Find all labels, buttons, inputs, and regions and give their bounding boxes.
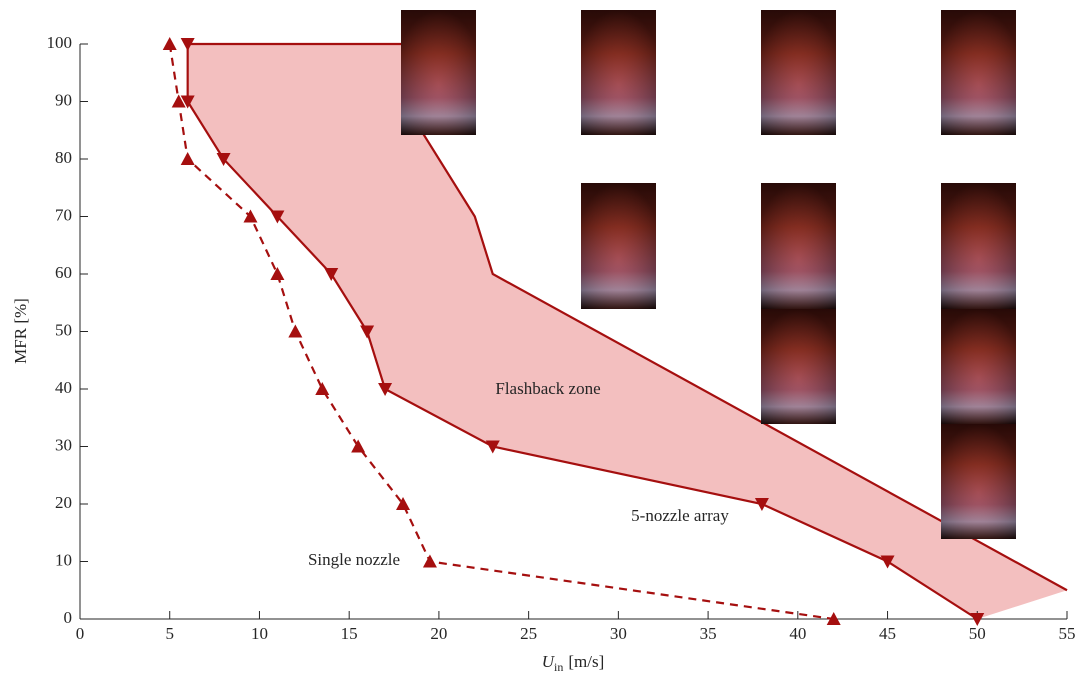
x-tick-label: 15 xyxy=(341,624,358,643)
x-tick-label: 20 xyxy=(430,624,447,643)
y-tick-label: 50 xyxy=(55,320,72,339)
flame-photo-shade xyxy=(401,10,476,135)
x-tick-label: 25 xyxy=(520,624,537,643)
marker xyxy=(324,268,339,281)
x-label-symbol: U xyxy=(542,652,556,671)
y-tick-label: 40 xyxy=(55,378,72,397)
x-tick-label: 0 xyxy=(76,624,85,643)
y-tick-label: 10 xyxy=(55,550,72,569)
y-tick-label: 80 xyxy=(55,148,72,167)
flame-photo-shade xyxy=(581,10,656,135)
flame-photo-shade xyxy=(941,424,1016,539)
flame-photos xyxy=(401,10,1016,539)
marker xyxy=(360,325,375,339)
marker xyxy=(351,439,366,453)
series-line xyxy=(187,42,1068,592)
y-tick-label: 90 xyxy=(55,90,72,109)
marker xyxy=(270,210,285,224)
flame-photo-shade xyxy=(941,309,1016,424)
marker xyxy=(422,554,437,568)
x-label-subscript: in xyxy=(554,660,563,674)
marker xyxy=(485,440,500,454)
flame-photo-shade xyxy=(761,183,836,309)
y-tick-label: 20 xyxy=(55,493,72,512)
marker xyxy=(315,382,330,395)
x-tick-label: 55 xyxy=(1059,624,1076,643)
marker xyxy=(270,267,285,280)
marker xyxy=(378,383,393,396)
flame-photo-shade xyxy=(761,309,836,424)
flame-photo-shade xyxy=(581,183,656,309)
x-axis-label: Uin [m/s] xyxy=(542,652,605,674)
marker xyxy=(288,324,303,338)
marker xyxy=(396,497,411,510)
marker xyxy=(171,94,186,108)
marker xyxy=(880,555,895,569)
x-tick-label: 50 xyxy=(969,624,986,643)
marker xyxy=(826,612,841,625)
x-tick-label: 5 xyxy=(165,624,174,643)
y-tick-label: 100 xyxy=(47,33,73,52)
flame-photo-shade xyxy=(941,10,1016,135)
marker xyxy=(754,498,769,511)
flame-photo-shade xyxy=(761,10,836,135)
x-tick-label: 45 xyxy=(879,624,896,643)
x-tick-label: 40 xyxy=(789,624,806,643)
y-axis-label: MFR [%] xyxy=(11,298,30,364)
flame-photo-shade xyxy=(941,183,1016,309)
annotation: 5-nozzle array xyxy=(631,506,729,525)
y-tick-label: 0 xyxy=(64,608,73,627)
y-tick-label: 70 xyxy=(55,205,72,224)
marker xyxy=(216,153,231,166)
marker xyxy=(243,209,258,223)
y-tick-label: 60 xyxy=(55,263,72,282)
x-tick-label: 10 xyxy=(251,624,268,643)
x-tick-label: 30 xyxy=(610,624,627,643)
marker xyxy=(180,95,195,109)
marker xyxy=(180,152,195,165)
marker xyxy=(162,37,177,50)
x-tick-label: 35 xyxy=(700,624,717,643)
fill-region xyxy=(187,44,1067,619)
y-tick-label: 30 xyxy=(55,435,72,454)
x-label-unit: [m/s] xyxy=(568,652,604,671)
annotation: Flashback zone xyxy=(495,379,600,398)
plot-area: 0 5 10 15 20 25 30 35 40 45 50 55 0 10 20 30 40 50 60 70 80 9… xyxy=(47,33,1076,643)
marker xyxy=(970,613,985,626)
annotation: Single nozzle xyxy=(308,550,400,569)
